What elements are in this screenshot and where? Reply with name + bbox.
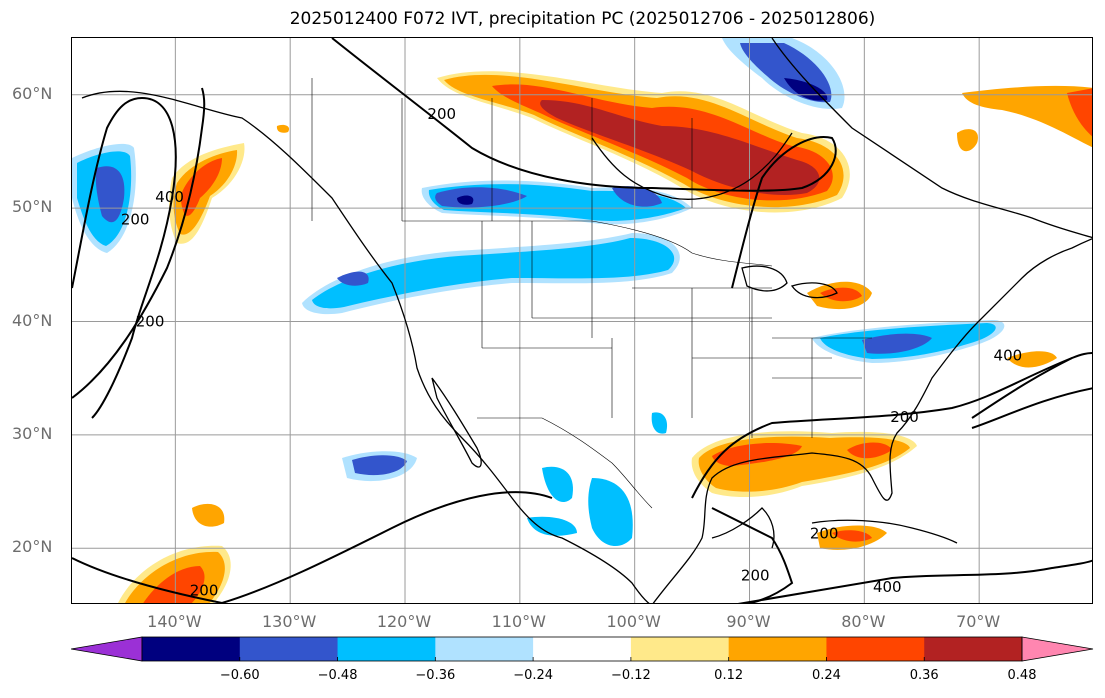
colorbar-segment bbox=[337, 637, 436, 661]
colorbar-tick-label: 0.12 bbox=[714, 668, 744, 683]
coastline-layer bbox=[81, 38, 1092, 603]
precip-hawaii-orange bbox=[192, 503, 225, 527]
colorbar-segment bbox=[826, 637, 925, 661]
contour-label: 400 bbox=[873, 578, 902, 596]
precip-mexico3-cyan bbox=[527, 516, 577, 536]
coastline-cuba bbox=[811, 519, 958, 544]
colorbar-tick-label: 0.60 bbox=[1090, 668, 1105, 683]
coastline-gulf bbox=[652, 238, 1092, 603]
colorbar-tick-label: −0.36 bbox=[415, 668, 456, 683]
ivt-contour-layer bbox=[72, 38, 1092, 603]
precip-greenland-orange bbox=[957, 129, 978, 152]
precip-ne-orange bbox=[962, 85, 1092, 148]
precip-canada-med bbox=[435, 187, 527, 208]
coastline-hudson bbox=[591, 132, 793, 200]
ivt-contour-200-west bbox=[72, 96, 177, 419]
latitude-tick-label: 40°N bbox=[12, 310, 53, 330]
longitude-tick-label: 80°W bbox=[841, 612, 886, 631]
longitude-tick-label: 140°W bbox=[147, 612, 202, 631]
precip-greatlakes-red bbox=[820, 287, 862, 302]
precip-alaska-orange bbox=[276, 124, 290, 133]
map-panel: 200 400 200 200 200 200 400 400 200 200 bbox=[71, 37, 1093, 604]
coastline-west bbox=[81, 90, 650, 603]
state-lines bbox=[481, 221, 872, 438]
precip-pnw-band-med bbox=[337, 271, 369, 286]
longitude-tick-label: 110°W bbox=[491, 612, 546, 631]
latitude-tick-label: 20°N bbox=[12, 537, 53, 557]
contour-label: 200 bbox=[810, 525, 839, 543]
ivt-contour-400-west bbox=[72, 87, 206, 399]
colorbar-tick-label: −0.60 bbox=[219, 668, 260, 683]
latitude-tick-label: 50°N bbox=[12, 197, 53, 217]
contour-label: 200 bbox=[741, 567, 770, 585]
longitude-tick-label: 100°W bbox=[606, 612, 661, 631]
colorbar-tick-label: 0.48 bbox=[1007, 668, 1037, 683]
map-canvas: 200 400 200 200 200 200 400 400 200 200 bbox=[72, 38, 1092, 603]
us-canada-border bbox=[402, 220, 773, 267]
colorbar-extend-low bbox=[70, 636, 143, 662]
longitude-tick-label: 120°W bbox=[376, 612, 432, 631]
precip-ne-red bbox=[1067, 88, 1092, 137]
latitude-tick-label: 60°N bbox=[12, 83, 53, 103]
contour-label: 200 bbox=[136, 313, 165, 331]
precip-florida-red bbox=[847, 442, 892, 459]
colorbar-tick-label: 0.24 bbox=[811, 668, 841, 683]
colorbar-graphic bbox=[70, 636, 1094, 662]
coastline-yucatan bbox=[711, 507, 775, 549]
colorbar-segment bbox=[239, 637, 339, 661]
greatlakes bbox=[741, 265, 838, 299]
ivt-contour-400-east bbox=[971, 357, 1092, 429]
colorbar-tick-label: 0.36 bbox=[909, 668, 939, 683]
contour-label: 400 bbox=[994, 347, 1023, 365]
ivt-contour-200-north bbox=[331, 38, 837, 289]
contour-label: 200 bbox=[890, 408, 919, 426]
longitude-tick-label: 70°W bbox=[956, 612, 1001, 631]
precip-caribbean-red bbox=[832, 530, 872, 542]
colorbar-tick-label: −0.12 bbox=[610, 668, 651, 683]
latitude-tick-label: 30°N bbox=[12, 423, 53, 443]
colorbar-tick-label: −0.48 bbox=[317, 668, 358, 683]
map-title: 2025012400 F072 IVT, precipitation PC (2… bbox=[289, 9, 876, 29]
contour-label-layer: 200 400 200 200 200 200 400 400 200 200 bbox=[121, 105, 1023, 599]
ivt-contour-200-east bbox=[691, 352, 1092, 499]
precip-mexico2-cyan bbox=[588, 478, 633, 547]
precip-pacific-orange-red bbox=[181, 158, 222, 216]
contour-label: 200 bbox=[121, 210, 150, 228]
boundary-layer bbox=[311, 78, 872, 509]
colorbar-outline bbox=[141, 636, 1023, 662]
contour-label: 200 bbox=[427, 105, 456, 123]
precip-sw-red bbox=[143, 566, 205, 603]
colorbar-segment bbox=[630, 637, 730, 661]
precip-hudson-med bbox=[612, 186, 662, 207]
colorbar-extend-high bbox=[1021, 636, 1094, 662]
colorbar-segment bbox=[728, 637, 827, 661]
coastline-baja bbox=[431, 377, 482, 468]
us-mexico-border bbox=[477, 417, 653, 509]
ivt-contour-400-south bbox=[737, 559, 1092, 603]
ivt-contour-200-caribbean bbox=[711, 507, 794, 603]
precip-mexico-cyan bbox=[542, 466, 573, 503]
colorbar-segment bbox=[435, 637, 534, 661]
colorbar-segment bbox=[533, 637, 632, 661]
longitude-tick-label: 90°W bbox=[726, 612, 771, 631]
precip-fill-layer bbox=[72, 38, 1092, 603]
precip-mex-pacific-med bbox=[352, 455, 407, 476]
precip-atl-orange bbox=[1007, 351, 1057, 368]
graticule bbox=[72, 38, 1092, 603]
coastline-labrador bbox=[771, 38, 1092, 239]
precip-tx-cyan bbox=[651, 412, 668, 434]
colorbar-tick-label: −0.24 bbox=[513, 668, 554, 683]
longitude-tick-label: 130°W bbox=[261, 612, 317, 631]
precip-midatl-med bbox=[862, 333, 932, 354]
precip-canada-dark bbox=[457, 195, 474, 205]
precip-pnw-band-cyan bbox=[312, 238, 675, 309]
colorbar bbox=[70, 636, 1096, 666]
contour-label: 200 bbox=[190, 581, 219, 599]
colorbar-segment bbox=[142, 637, 241, 661]
contour-label: 400 bbox=[155, 188, 184, 206]
ivt-contour-200-south bbox=[72, 491, 553, 603]
colorbar-segment bbox=[924, 637, 1023, 661]
precip-gulf-red bbox=[712, 443, 802, 466]
